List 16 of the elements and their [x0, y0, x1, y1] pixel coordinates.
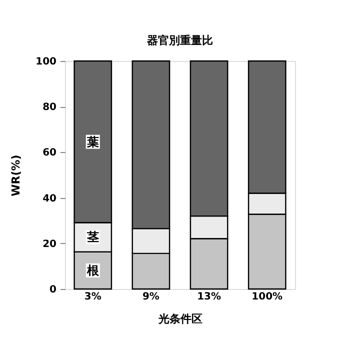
x-tick-label: 100%: [252, 292, 283, 302]
y-tick-label: 80: [42, 102, 57, 114]
series-label: 根: [86, 263, 100, 278]
series-label: 茎: [86, 230, 99, 244]
x-tick-label: 13%: [197, 292, 222, 302]
x-tick-label: 3%: [84, 292, 102, 302]
y-tick-label: 20: [42, 238, 57, 250]
series-label: 葉: [86, 134, 99, 149]
y-tick-label: 100: [36, 56, 57, 68]
y-tick-label: 60: [42, 148, 57, 159]
y-tick-label: 0: [50, 284, 57, 296]
y-axis-title: WR(%): [10, 154, 23, 196]
x-tick-label: 9%: [142, 292, 160, 302]
y-tick-label: 40: [42, 193, 57, 204]
x-axis-title: 光条件区: [158, 312, 202, 326]
chart-title: 器官別重量比: [146, 34, 213, 47]
